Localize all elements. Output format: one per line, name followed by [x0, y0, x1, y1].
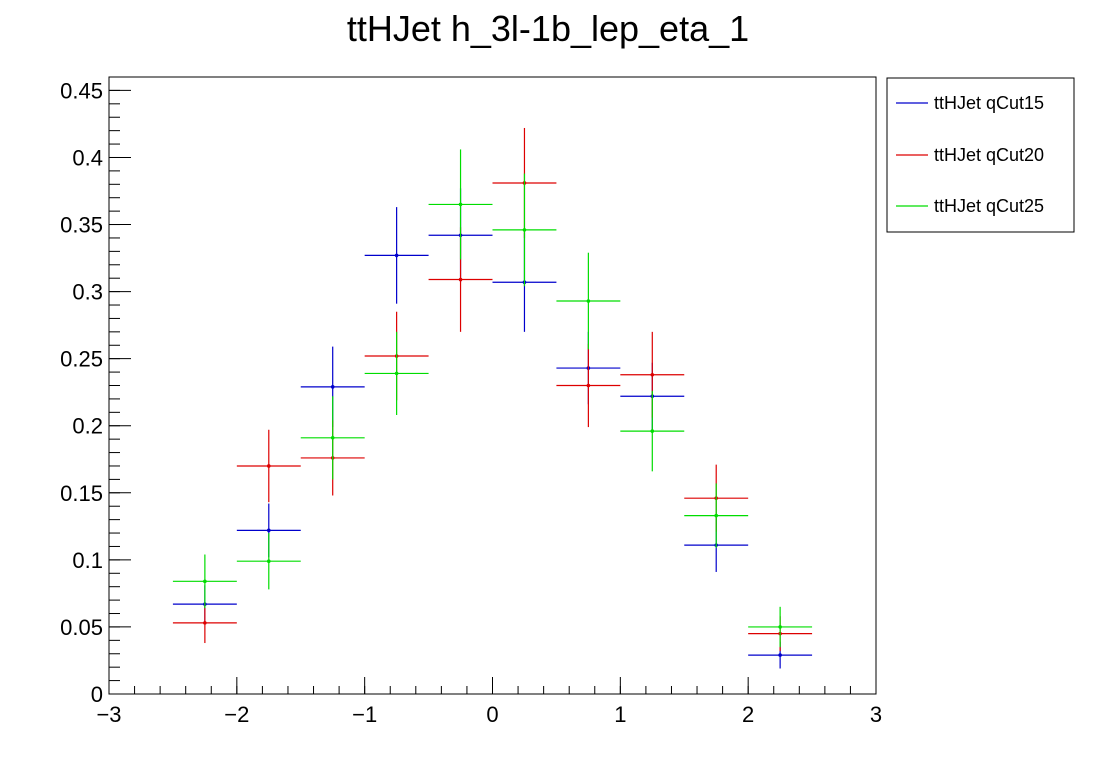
data-point — [586, 299, 591, 303]
data-point — [650, 429, 655, 433]
data-point — [778, 625, 782, 629]
x-tick-label: 2 — [742, 702, 754, 727]
y-tick-label: 0.1 — [72, 548, 103, 573]
legend: ttHJet qCut15 ttHJet qCut20 ttHJet qCut25 — [886, 77, 1075, 233]
data-point — [203, 579, 207, 584]
legend-label: ttHJet qCut15 — [934, 93, 1044, 113]
data-point — [394, 253, 399, 258]
legend-label: ttHJet qCut25 — [934, 196, 1044, 216]
x-axis: −3 −2 −1 0 1 2 3 — [96, 677, 882, 727]
data-point — [458, 277, 463, 282]
series-3 — [172, 149, 813, 648]
x-tick-label: 1 — [614, 702, 626, 727]
y-tick-label: 0.45 — [60, 78, 103, 103]
data-point — [330, 385, 335, 389]
data-point — [266, 464, 271, 468]
data-point — [330, 436, 335, 440]
x-tick-label: −3 — [96, 702, 121, 727]
data-point — [458, 202, 463, 207]
y-axis: 0 0.05 0.1 0.15 0.2 0.25 0.3 0.35 0.4 0.45 — [60, 76, 131, 707]
data-point — [650, 372, 655, 377]
data-point — [586, 383, 591, 388]
x-tick-label: −2 — [224, 702, 249, 727]
y-tick-label: 0.35 — [60, 213, 103, 238]
x-tick-label: −1 — [352, 702, 377, 727]
x-tick-label: 3 — [870, 702, 882, 727]
data-point — [266, 559, 271, 564]
y-tick-label: 0.25 — [60, 347, 103, 372]
y-tick-label: 0.05 — [60, 615, 103, 640]
y-tick-label: 0 — [91, 682, 103, 707]
data-point — [778, 653, 782, 657]
data-point — [714, 513, 719, 518]
y-tick-label: 0.15 — [60, 481, 103, 506]
chart-title: ttHJet h_3l-1b_lep_eta_1 — [346, 8, 750, 49]
y-tick-label: 0.4 — [72, 145, 103, 170]
y-tick-label: 0.3 — [72, 280, 103, 305]
legend-label: ttHJet qCut20 — [934, 145, 1044, 165]
data-point — [522, 228, 527, 232]
data-point — [266, 528, 271, 533]
data-point — [203, 621, 207, 625]
plot-frame — [108, 76, 877, 695]
series-layer — [172, 127, 813, 669]
data-point — [394, 371, 399, 376]
series-1 — [172, 188, 813, 669]
y-tick-label: 0.2 — [72, 414, 103, 439]
x-tick-label: 0 — [486, 702, 498, 727]
